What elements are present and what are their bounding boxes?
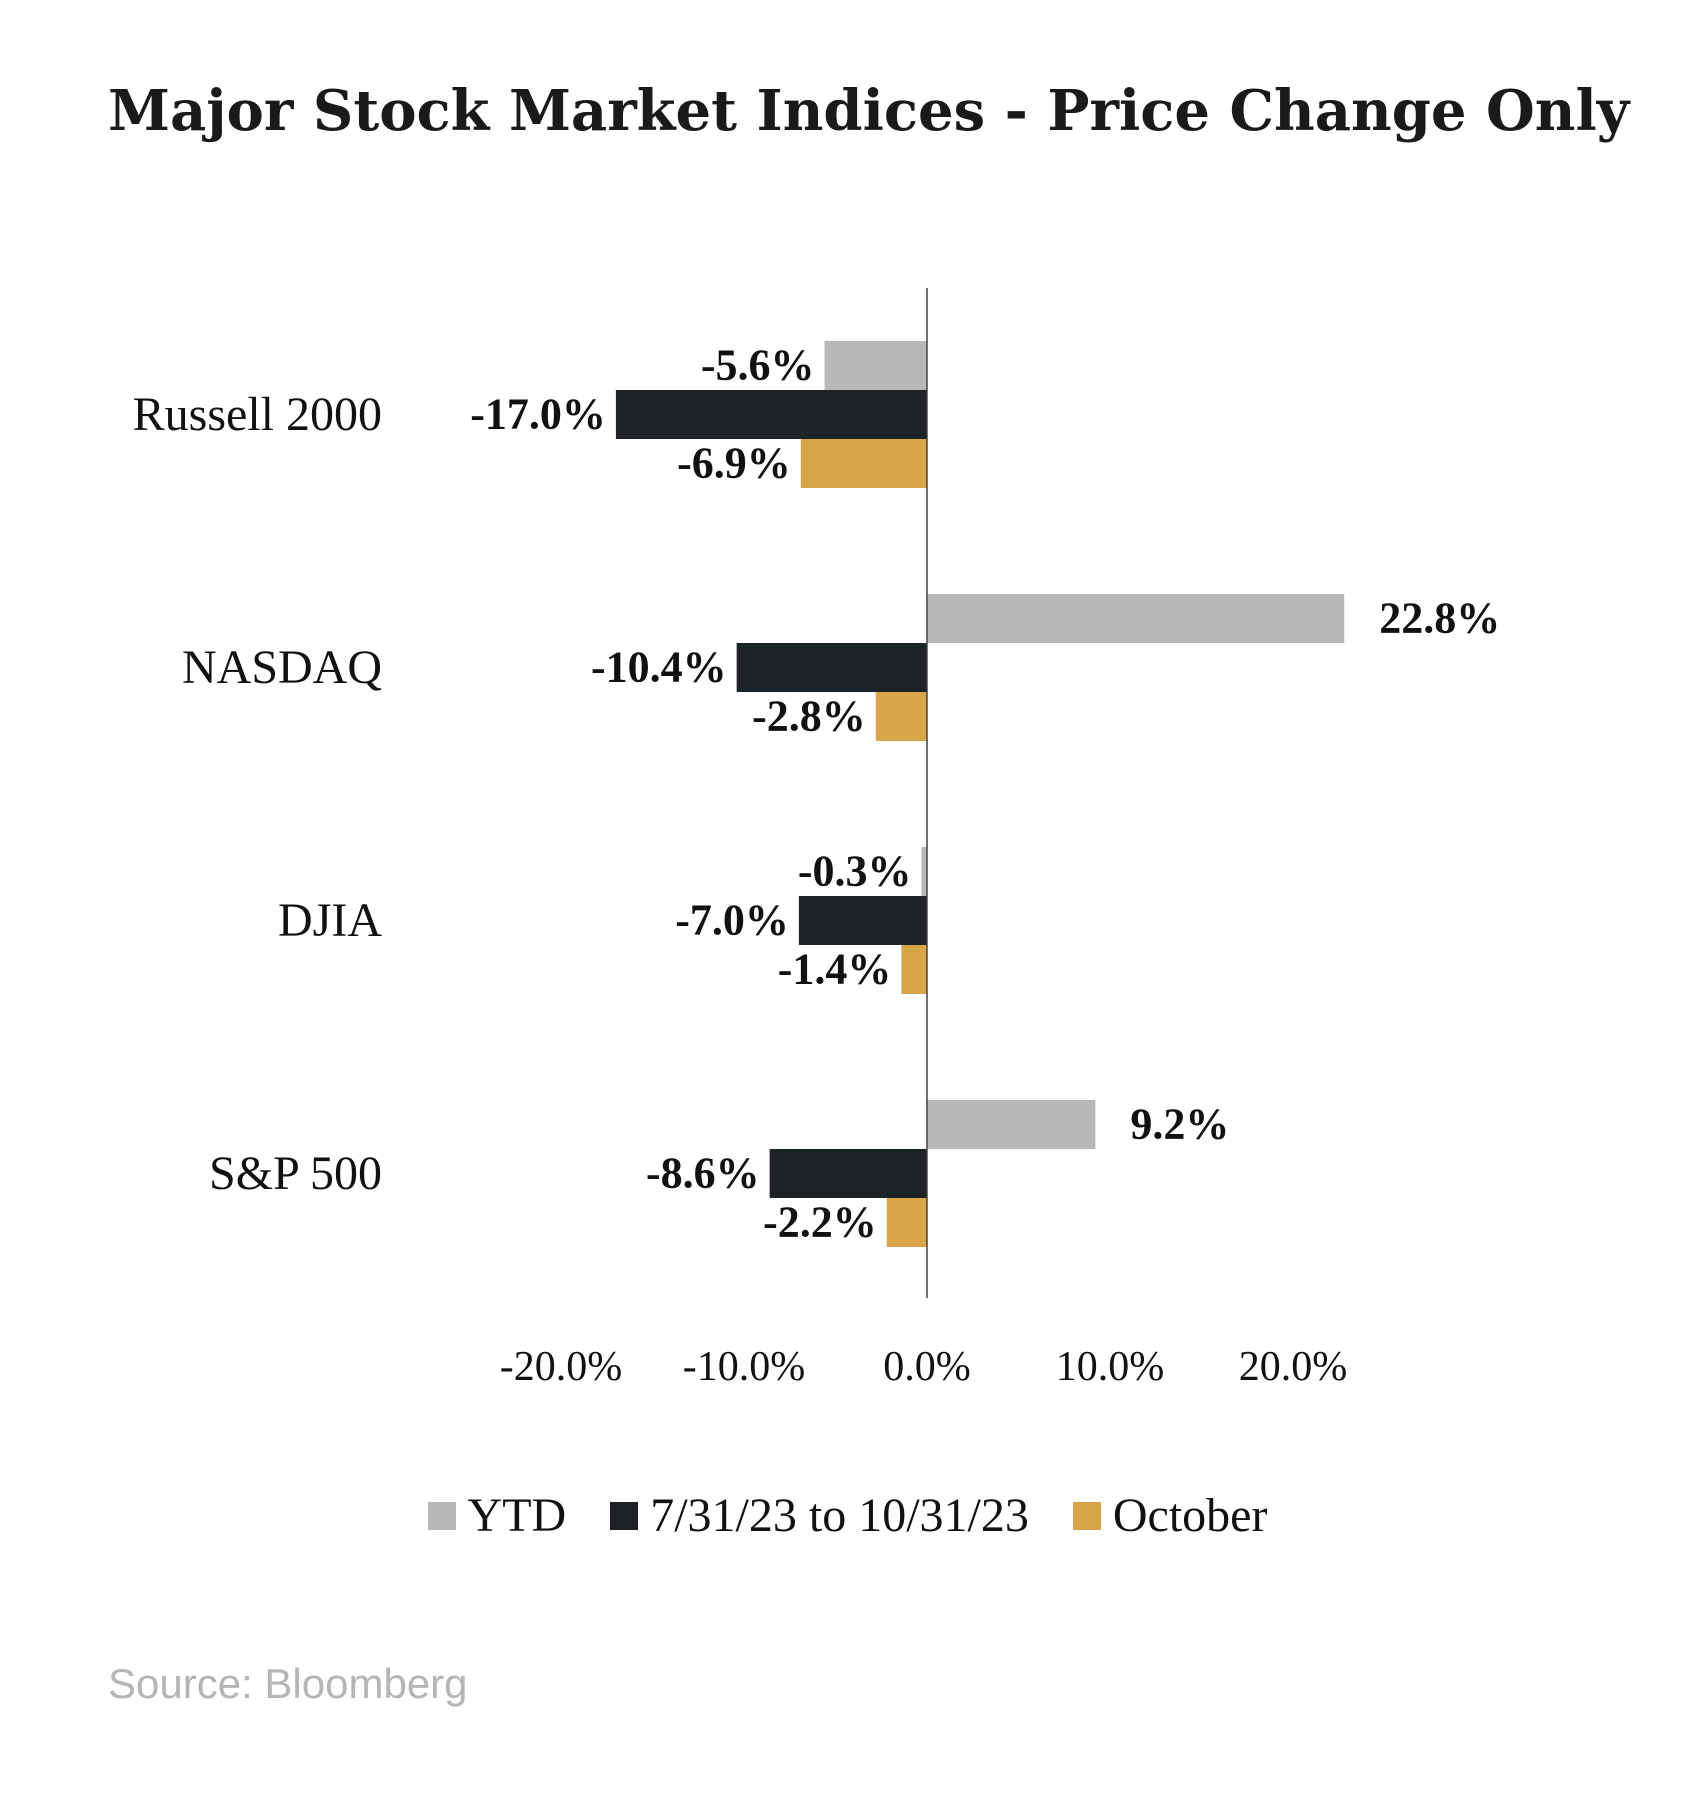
category-label: S&P 500 — [209, 1147, 382, 1200]
data-label: -5.6% — [701, 341, 815, 390]
chart-legend: YTD 7/31/23 to 10/31/23 October — [0, 1488, 1695, 1543]
bar — [927, 594, 1345, 643]
chart-plot: -5.6% 22.8% -0.3% 9.2% -17.0% -10.4% -7.0% -8.6… — [133, 288, 1500, 1390]
legend-label-ytd: YTD — [467, 1489, 567, 1542]
data-label: 22.8% — [1379, 594, 1500, 643]
x-tick-label: -10.0% — [683, 1344, 805, 1390]
data-label: -7.0% — [675, 896, 789, 945]
x-tick-label: 10.0% — [1056, 1344, 1165, 1390]
legend-label-three-month: 7/31/23 to 10/31/23 — [650, 1489, 1029, 1542]
category-label: Russell 2000 — [133, 388, 382, 441]
bar — [798, 896, 927, 945]
bar — [921, 847, 927, 896]
legend-item-ytd: YTD — [427, 1488, 567, 1543]
bar — [824, 341, 927, 390]
legend-swatch-ytd — [427, 1501, 456, 1530]
x-tick-label: 0.0% — [883, 1344, 971, 1390]
source-note: Source: Bloomberg — [108, 1660, 468, 1707]
bar — [615, 390, 927, 439]
bar — [736, 643, 927, 692]
x-tick-label: -20.0% — [500, 1344, 622, 1390]
bar — [927, 1100, 1096, 1149]
legend-swatch-three-month — [610, 1501, 639, 1530]
legend-item-october: October — [1072, 1488, 1268, 1543]
data-label: -8.6% — [646, 1149, 760, 1198]
data-label: 9.2% — [1130, 1100, 1229, 1149]
data-label: -2.2% — [763, 1198, 877, 1247]
data-label: -17.0% — [470, 390, 606, 439]
legend-item-three-month: 7/31/23 to 10/31/23 — [610, 1488, 1029, 1543]
bar — [769, 1149, 927, 1198]
category-label: DJIA — [278, 894, 382, 947]
data-label: -6.9% — [677, 439, 791, 488]
legend-label-october: October — [1112, 1489, 1268, 1542]
bar — [800, 439, 927, 488]
category-label: NASDAQ — [182, 641, 382, 694]
bar — [901, 945, 927, 994]
data-label: -1.4% — [778, 945, 892, 994]
data-label: -10.4% — [591, 643, 727, 692]
data-label: -2.8% — [752, 692, 866, 741]
bar — [886, 1198, 927, 1247]
x-tick-label: 20.0% — [1239, 1344, 1348, 1390]
chart-title: Major Stock Market Indices - Price Chang… — [108, 78, 1630, 144]
legend-swatch-october — [1072, 1501, 1101, 1530]
data-label: -0.3% — [798, 847, 912, 896]
bar — [875, 692, 927, 741]
